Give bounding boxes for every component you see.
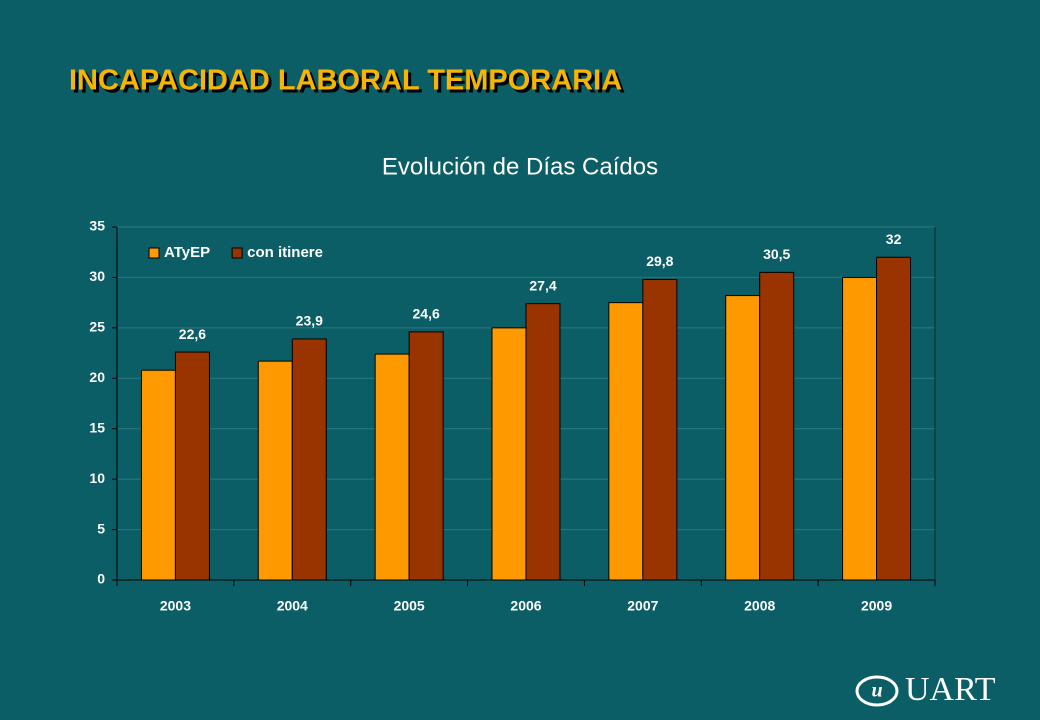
bar [257,360,293,581]
y-tick-label: 15 [89,419,105,435]
legend-swatch [231,247,243,259]
slide-title-shadow: INCAPACIDAD LABORAL TEMPORARIA [72,68,625,100]
bar [174,351,210,581]
data-label: 30,5 [763,246,790,262]
logo: UART [905,671,996,708]
bar [759,271,795,581]
x-tick-label: 2006 [510,598,541,614]
bar [725,295,761,581]
bar [525,303,561,581]
y-tick-label: 10 [89,470,105,486]
bar [140,369,176,581]
x-tick-label: 2005 [394,598,425,614]
bar [291,338,327,581]
y-tick-label: 0 [97,571,105,587]
data-label: 29,8 [646,253,673,269]
data-label: 32 [886,231,902,247]
bar [491,327,527,581]
bar [608,302,644,581]
x-tick-label: 2007 [627,598,658,614]
data-label: 27,4 [529,277,556,293]
bar [642,278,678,581]
y-tick-label: 25 [89,319,105,335]
bar [842,276,878,581]
y-tick-label: 30 [89,268,105,284]
y-tick-label: 35 [89,218,105,234]
bar [876,256,912,581]
slide-title: INCAPACIDAD LABORAL TEMPORARIA [69,65,622,97]
svg-text:u: u [871,680,882,702]
x-tick-label: 2009 [861,598,892,614]
data-label: 24,6 [413,306,440,322]
logo-emblem: u [855,675,899,707]
chart-title: Evolución de Días Caídos [382,153,658,180]
data-label: 22,6 [179,326,206,342]
x-tick-label: 2004 [277,598,308,614]
x-tick-label: 2003 [160,598,191,614]
x-tick-label: 2008 [744,598,775,614]
y-tick-label: 5 [97,520,105,536]
legend-label: ATyEP [164,244,210,261]
legend-swatch [148,247,160,259]
data-label: 23,9 [296,313,323,329]
y-tick-label: 20 [89,369,105,385]
bar [374,353,410,581]
legend-label: con itinere [247,244,323,261]
bar [408,331,444,581]
